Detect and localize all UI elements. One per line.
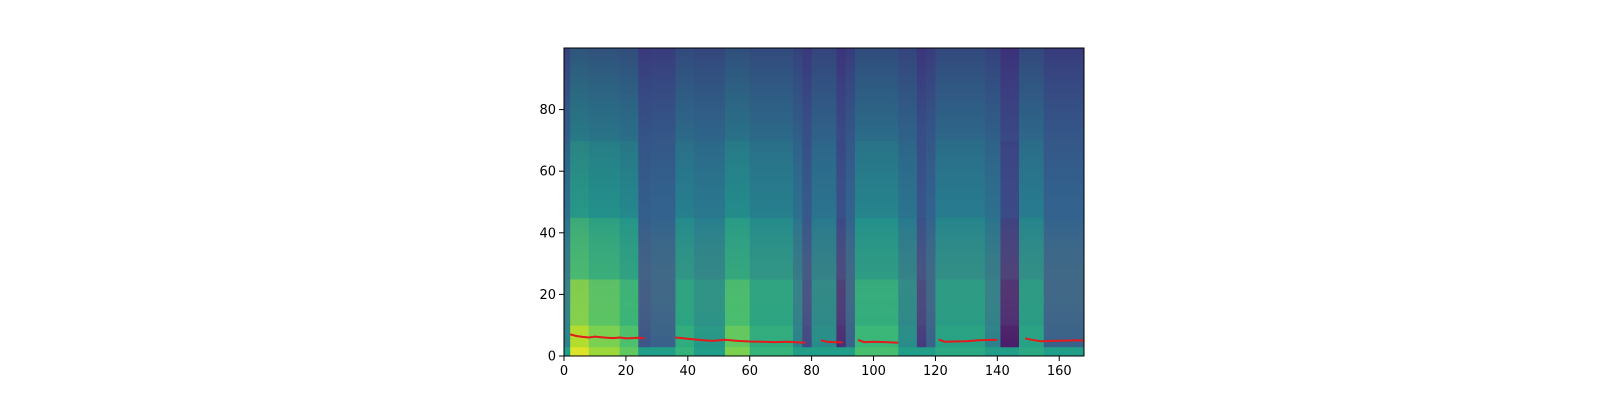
x-tick-label: 160: [1047, 364, 1072, 379]
x-tick-label: 20: [618, 364, 635, 379]
x-tick-label: 140: [985, 364, 1010, 379]
heatmap-layer: [564, 48, 1084, 356]
y-axis-ticks: 0 20 40 60 80: [539, 103, 564, 365]
pitch-segment-6: [1024, 337, 1084, 343]
x-tick-label: 60: [741, 364, 758, 379]
y-tick-label: 60: [539, 165, 556, 180]
y-tick-label: 0: [548, 350, 556, 365]
y-tick-label: 40: [539, 226, 556, 241]
x-tick-label: 100: [861, 364, 886, 379]
x-tick-label: 120: [923, 364, 948, 379]
pitch-segment-2: [675, 336, 806, 344]
x-axis-ticks: 0 20 40 60 80 100 120 140 160: [560, 356, 1072, 379]
y-tick-label: 80: [539, 103, 556, 118]
pitch-segment-3: [820, 339, 843, 344]
y-tick-label: 20: [539, 288, 556, 303]
pitch-segment-1: [569, 333, 645, 340]
x-tick-label: 80: [803, 364, 820, 379]
x-tick-label: 40: [680, 364, 697, 379]
axes-frame: [563, 47, 1085, 357]
pitch-segment-4: [857, 339, 899, 344]
heatmap-shading: [564, 48, 1084, 356]
pitch-segment-5: [938, 338, 998, 343]
x-tick-label: 0: [560, 364, 568, 379]
pitch-overlay-layer: [569, 333, 1084, 344]
